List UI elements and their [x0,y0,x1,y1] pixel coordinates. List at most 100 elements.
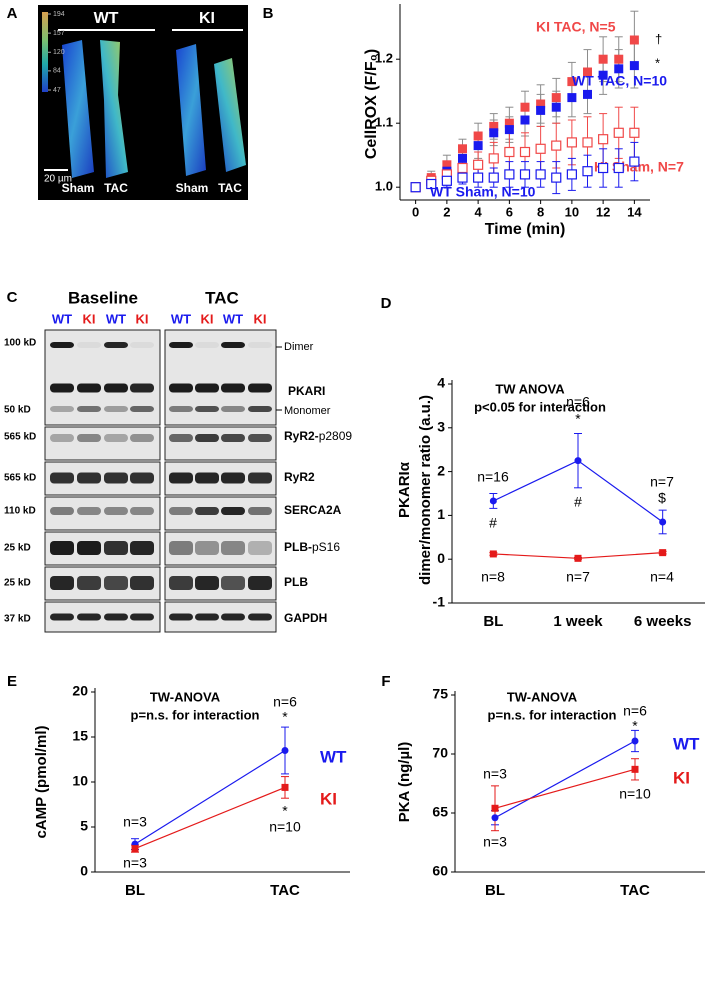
colorbar-label: 194 [53,11,65,18]
group-label: Baseline [68,288,138,307]
blot-band [50,383,74,393]
marker [458,153,467,163]
series-line [134,749,286,845]
mw-label: 565 kD [4,473,36,484]
marker [583,67,592,77]
blot-band [77,342,101,348]
marker [629,156,640,167]
lane-label: KI [201,311,214,326]
blot-band [104,383,128,393]
annotation: n=7 [650,474,674,490]
blot-band [221,576,245,590]
annotation: # [489,515,497,531]
marker [410,182,421,193]
blot-band [77,383,101,393]
marker [614,64,624,74]
x-tick-label: 6 [506,204,513,219]
band-label: RyR2 [284,470,315,484]
y-tick-label: 3 [437,419,445,435]
y-tick-label: 1.2 [375,51,393,66]
series-label: WT TAC, N=10 [572,73,667,89]
marker [613,127,624,138]
y-tick-label: 65 [432,804,448,820]
group-label: TAC [205,288,239,307]
y-tick-label: 1 [437,506,445,522]
x-tick-label: TAC [620,882,650,899]
y-tick-label: 5 [80,818,88,834]
marker [473,172,484,183]
band-label: RyR2-p2809 [284,429,352,443]
marker [598,134,609,145]
blot-band [195,383,219,393]
x-tick-label: 10 [565,204,579,219]
blot-band [195,541,219,555]
y-tick-label: 60 [432,863,448,879]
blot-band [169,406,193,412]
blot-band [130,406,154,412]
blot-band [50,342,74,348]
chart-title: TW-ANOVA [150,689,221,704]
chart-subtitle: p=n.s. for interaction [488,707,617,722]
blot-panel [164,426,277,461]
chart-title: TW ANOVA [495,381,565,396]
blot-band [169,541,193,555]
blot-band [169,507,193,515]
x-tick-label: BL [485,882,505,899]
blot-band [195,406,219,412]
cell [214,58,246,172]
blot-panel [44,496,161,531]
blot-band [77,507,101,515]
mw-label: 50 kD [4,405,31,416]
blot-band [77,613,101,621]
blot-band [169,383,193,393]
marker [613,162,624,174]
band-label: PLB [284,575,308,589]
band-label-suffix: p2809 [319,429,353,443]
panel-label: C [7,289,18,306]
blot-band [50,507,74,515]
cell [176,44,206,176]
marker [614,54,624,64]
blot-band [50,434,74,442]
blot-band [195,576,219,590]
x-tick-label: BL [483,613,503,630]
annotation: n=6 [566,394,590,410]
mw-label: 100 kD [4,338,36,349]
annotation: * [282,803,288,819]
band-label: PLB-pS16 [284,540,340,554]
y-tick-label: 10 [72,773,88,789]
x-tick-label: TAC [270,882,300,899]
blot-band [169,434,193,442]
blot-band [77,472,101,484]
blot-band [50,613,74,621]
marker [489,121,499,131]
marker [566,137,577,148]
marker [504,125,514,135]
marker [551,140,562,151]
marker [583,89,592,99]
blot-band [104,472,128,484]
marker [551,172,562,183]
colorbar-label: 47 [53,87,61,94]
marker [566,169,577,180]
marker [504,118,514,128]
panel-label: A [7,5,18,22]
panel-label: E [7,673,17,690]
band-label-suffix: pS16 [312,540,340,554]
blot-band [248,383,272,393]
marker [659,518,667,526]
blot-band [104,576,128,590]
band-label: GAPDH [284,611,327,625]
cell [100,40,128,178]
marker [489,128,499,138]
condition-label: TAC [218,181,242,195]
annotation: n=6 [623,703,647,719]
annotation: n=3 [483,834,507,850]
y-axis-label: dimer/monomer ratio (a.u.) [417,395,434,585]
condition-label: Sham [62,181,95,195]
blot-band [221,613,245,621]
blot-band [104,434,128,442]
cell [62,40,94,178]
y-tick-label: 4 [437,375,445,391]
y-tick-label: 2 [437,462,445,478]
